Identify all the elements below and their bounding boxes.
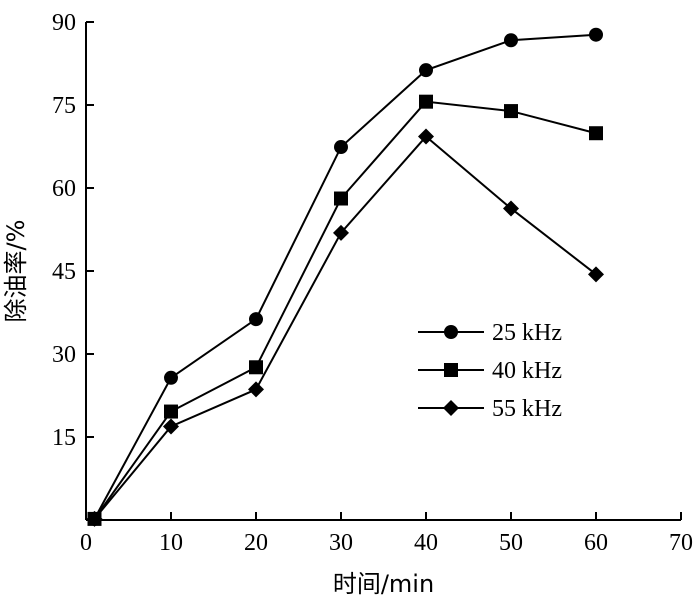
x-tick-label: 70: [669, 530, 693, 556]
x-tick-label: 50: [499, 530, 523, 556]
x-tick-label: 60: [584, 530, 608, 556]
x-tick-label: 30: [329, 530, 353, 556]
series-layer: [86, 27, 604, 527]
series-diamond: [86, 128, 604, 527]
data-point-circle: [249, 312, 263, 327]
data-point-diamond: [248, 381, 264, 398]
y-tick-label: 45: [52, 259, 76, 285]
legend-label: 25 kHz: [492, 320, 562, 346]
data-point-square: [249, 360, 263, 375]
data-point-circle: [589, 27, 603, 42]
data-point-square: [589, 126, 603, 141]
data-point-square: [164, 404, 178, 419]
y-tick-label: 15: [52, 425, 76, 451]
series-line: [93, 100, 597, 520]
y-tick-label: 60: [52, 176, 76, 202]
data-point-diamond: [418, 128, 434, 145]
data-point-diamond: [333, 224, 349, 241]
data-point-circle: [164, 370, 178, 385]
data-point-square: [334, 191, 348, 206]
data-point-square: [504, 104, 518, 119]
legend-item: 40 kHz: [418, 358, 562, 384]
series-square: [87, 94, 603, 526]
data-point-diamond: [163, 418, 179, 435]
data-point-diamond: [588, 266, 604, 283]
x-ticks: 0 10 20 30 40 50 60 70: [80, 512, 693, 556]
x-axis-title: 时间/min: [333, 570, 434, 598]
legend-item: 55 kHz: [418, 396, 562, 422]
legend-label: 40 kHz: [492, 358, 562, 384]
data-point-diamond: [86, 510, 103, 527]
y-ticks: 15 30 45 60 75 90: [52, 10, 94, 451]
legend-item: 25 kHz: [418, 320, 562, 346]
legend-marker-diamond: [443, 400, 459, 416]
y-tick-label: 30: [52, 342, 76, 368]
data-point-circle: [419, 63, 433, 78]
x-tick-label: 0: [80, 530, 92, 556]
y-tick-label: 75: [52, 93, 76, 119]
series-line: [93, 33, 597, 520]
series-circle: [87, 27, 603, 526]
data-point-circle: [334, 140, 348, 155]
x-tick-label: 40: [414, 530, 438, 556]
y-axis-title: 除油率/%: [2, 220, 30, 323]
data-point-square: [419, 94, 433, 109]
legend-marker-circle: [444, 325, 458, 339]
legend: 25 kHz 40 kHz 55 kHz: [418, 320, 562, 422]
y-tick-label: 90: [52, 10, 76, 36]
legend-marker-square: [444, 363, 458, 377]
x-tick-label: 20: [244, 530, 268, 556]
x-tick-label: 10: [159, 530, 183, 556]
legend-label: 55 kHz: [492, 396, 562, 422]
data-point-diamond: [503, 200, 519, 217]
data-point-circle: [504, 33, 518, 48]
